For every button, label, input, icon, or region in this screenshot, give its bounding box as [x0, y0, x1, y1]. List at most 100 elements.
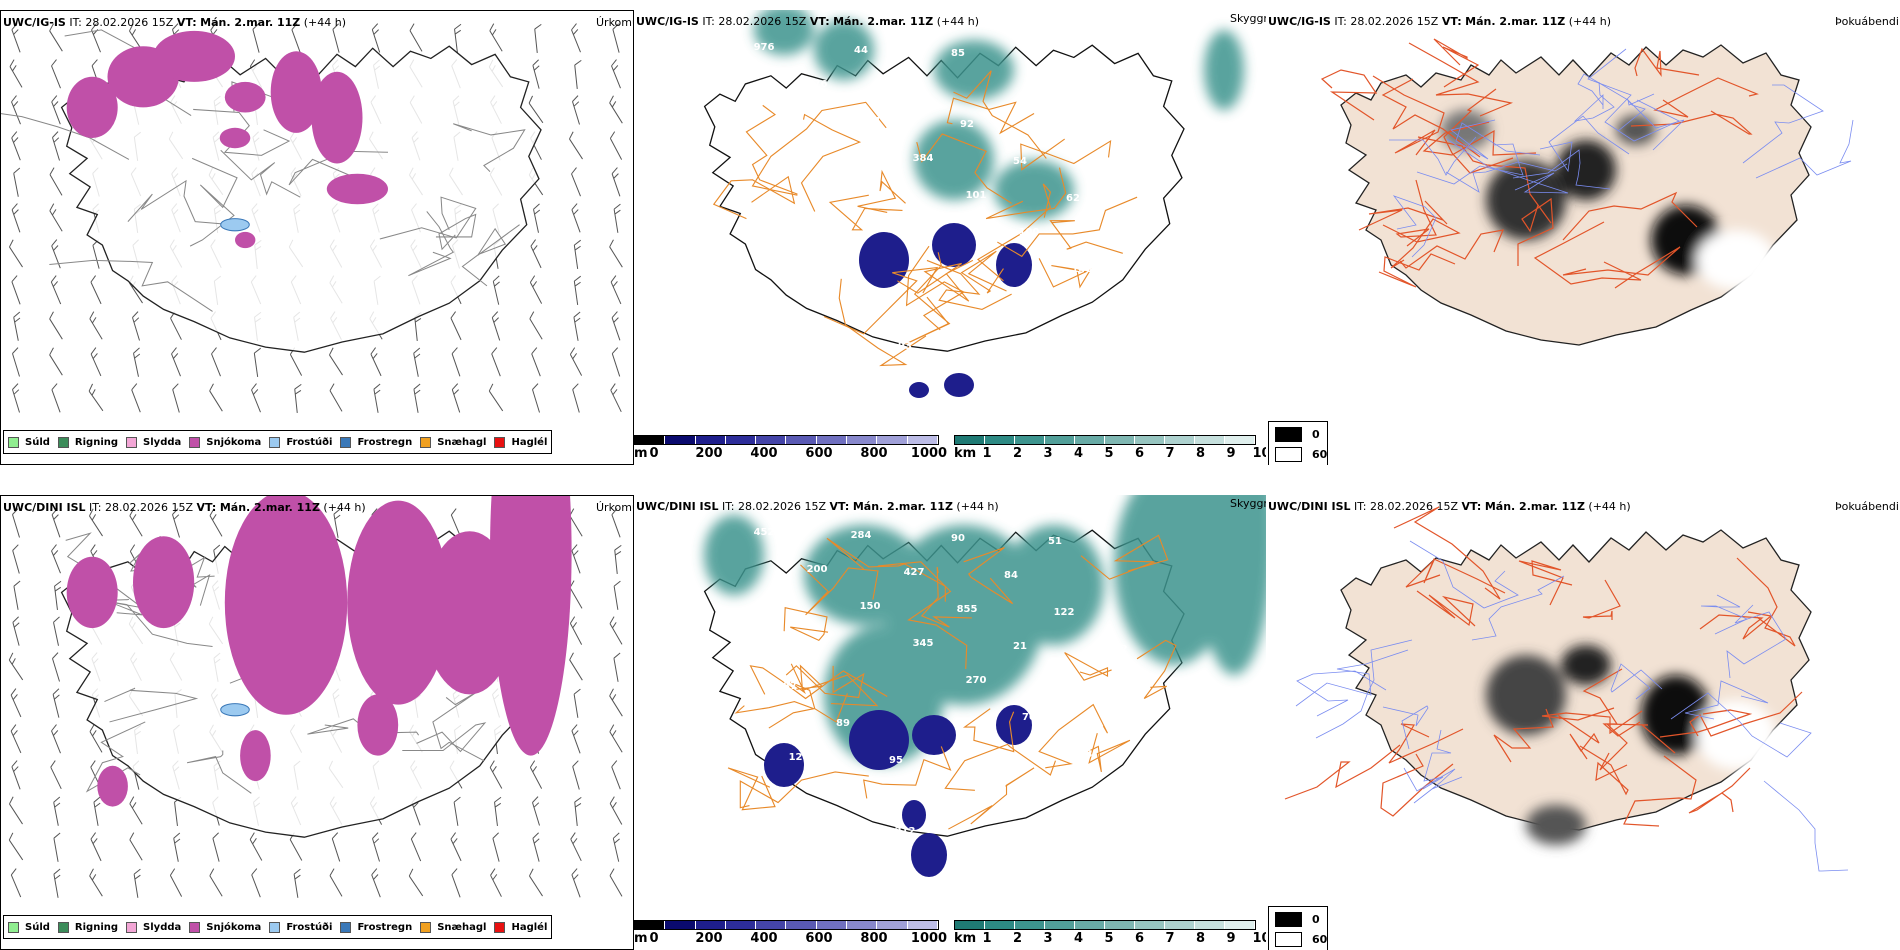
- colorbar-unit: km: [954, 446, 977, 461]
- legend-swatch: [340, 436, 352, 448]
- visibility-value: 163: [1072, 749, 1093, 760]
- precip-legend: Súld Rigning Slydda Snjókoma Frostúði Frostre…: [3, 430, 553, 454]
- visibility-value: 95: [889, 755, 903, 766]
- panel-visibility-2[interactable]: UWC/DINI ISL IT: 28.02.2026 15Z VT: Mán.…: [634, 495, 1266, 950]
- fog-legend-label: 0: [1312, 428, 1320, 441]
- colorbar-tick: 9: [1226, 446, 1236, 461]
- valid-time: Mán. 2.mar. 11Z: [833, 15, 934, 28]
- panel-precip-1[interactable]: UWC/IG-IS IT: 28.02.2026 15Z VT: Mán. 2.…: [0, 10, 634, 465]
- fog-map[interactable]: [1266, 495, 1900, 950]
- colorbar-tick: 7: [1165, 931, 1175, 946]
- fog-map[interactable]: [1266, 10, 1900, 465]
- legend-swatch: [420, 436, 432, 448]
- legend-label: Snæhagl: [437, 436, 487, 448]
- panel-title: Þokuábendi: [1835, 15, 1899, 28]
- visibility-value: 216: [1125, 786, 1146, 797]
- fog-legend-swatch: [1275, 912, 1302, 927]
- colorbar-tick: 10: [1252, 446, 1266, 461]
- model-name: UWC/IG-IS: [1268, 15, 1331, 28]
- precip-map[interactable]: [1, 496, 634, 950]
- visibility-value: 57: [1119, 230, 1133, 241]
- legend-label: Súld: [25, 436, 50, 448]
- colorbar-unit: km: [954, 931, 977, 946]
- colorbar-tick: 5: [1104, 931, 1114, 946]
- lead-time: (+44 h): [936, 15, 979, 28]
- colorbar-tick: 10: [1252, 931, 1266, 946]
- colorbar-tick: 4: [1073, 446, 1084, 461]
- legend-swatch: [126, 921, 138, 933]
- visibility-value: 65: [907, 82, 921, 93]
- colorbar-tick: 1000: [910, 931, 948, 946]
- legend-swatch: [494, 921, 506, 933]
- visibility-value: 62: [1066, 193, 1080, 204]
- legend-label: Slydda: [143, 921, 182, 933]
- valid-time: Mán. 2.mar. 11Z: [852, 500, 953, 513]
- panel-header: UWC/DINI ISL IT: 28.02.2026 15Z VT: Mán.…: [636, 500, 999, 513]
- visibility-value: 427: [904, 567, 925, 578]
- visibility-value: 238: [842, 789, 863, 800]
- visibility-value: 85: [951, 48, 965, 59]
- visibility-map[interactable]: 9761762643841011001482825344659254625795…: [634, 10, 1266, 465]
- legend-swatch: [189, 436, 201, 448]
- lead-time: (+44 h): [303, 16, 346, 29]
- colorbar-tick: 9: [1226, 931, 1236, 946]
- legend-item: Frostregn: [340, 921, 412, 933]
- colorbar-tick: 800: [860, 446, 888, 461]
- colorbar-tick: 2: [1012, 931, 1023, 946]
- visibility-value: 328: [1063, 678, 1084, 689]
- colorbar-unit: m: [634, 931, 648, 946]
- colorbar-tick: 2: [1012, 446, 1023, 461]
- legend-item: Rigning: [57, 436, 119, 448]
- legend-label: Súld: [25, 921, 50, 933]
- colorbar-tick: 400: [750, 931, 778, 946]
- precip-legend: Súld Rigning Slydda Snjókoma Frostúði Frostre…: [3, 915, 553, 939]
- issue-time: IT: 28.02.2026 15Z: [702, 15, 807, 28]
- legend-label: Haglél: [511, 921, 548, 933]
- legend-label: Rigning: [74, 436, 119, 448]
- panel-fog-1[interactable]: UWC/IG-IS IT: 28.02.2026 15Z VT: Mán. 2.…: [1266, 10, 1900, 465]
- colorbar-tick: 0: [649, 446, 659, 461]
- valid-label: VT:: [176, 16, 197, 29]
- fog-legend-label: 60: [1312, 933, 1328, 946]
- legend-label: Snæhagl: [437, 921, 487, 933]
- colorbar-tick: 200: [695, 446, 723, 461]
- legend-item: Haglél: [494, 921, 548, 933]
- issue-time: IT: 28.02.2026 15Z: [69, 16, 174, 29]
- visibility-value: 13: [845, 304, 859, 315]
- visibility-value: 855: [957, 604, 978, 615]
- visibility-value: 89: [836, 718, 850, 729]
- legend-item: Slydda: [126, 921, 182, 933]
- issue-time: IT: 28.02.2026 15Z: [89, 501, 194, 514]
- colorbar-tick: 200: [695, 931, 723, 946]
- legend-swatch: [126, 436, 138, 448]
- panel-precip-2[interactable]: UWC/DINI ISL IT: 28.02.2026 15Z VT: Mán.…: [0, 495, 634, 950]
- visibility-value: 150: [860, 601, 881, 612]
- colorbar-tick: 1: [982, 931, 992, 946]
- visibility-value: 452: [754, 527, 775, 538]
- visibility-value: 92: [960, 119, 974, 130]
- visibility-value: 54: [1013, 156, 1027, 167]
- colorbar-tick: 600: [805, 446, 833, 461]
- visibility-map[interactable]: 4522001503452707016321621428442785521328…: [634, 495, 1266, 950]
- colorbar-strip: [634, 435, 939, 445]
- legend-swatch: [8, 921, 19, 933]
- precip-map[interactable]: [1, 11, 634, 465]
- colorbar-km: km 1 2 3 4 5 6 7 8 9 10: [954, 435, 1266, 461]
- colorbar-km: km 1 2 3 4 5 6 7 8 9 10: [954, 920, 1266, 946]
- colorbar-labels: m 0 200 400 600 800 1000: [634, 930, 947, 946]
- colorbar-tick: 6: [1134, 446, 1145, 461]
- panel-visibility-1[interactable]: UWC/IG-IS IT: 28.02.2026 15Z VT: Mán. 2.…: [634, 10, 1266, 465]
- legend-item: Rigning: [57, 921, 118, 933]
- valid-time: Mán. 2.mar. 11Z: [1484, 500, 1585, 513]
- visibility-value: 122: [1054, 607, 1075, 618]
- fog-legend-swatch: [1275, 427, 1302, 442]
- visibility-value: 129: [789, 752, 810, 763]
- panel-fog-2[interactable]: UWC/DINI ISL IT: 28.02.2026 15Z VT: Mán.…: [1266, 495, 1900, 950]
- legend-item: Frostúði: [269, 436, 332, 448]
- visibility-value: 44: [854, 45, 868, 56]
- legend-item: Slydda: [126, 436, 181, 448]
- legend-label: Frostregn: [357, 436, 413, 448]
- model-name: UWC/IG-IS: [636, 15, 699, 28]
- legend-label: Snjókoma: [206, 921, 262, 933]
- visibility-value: 51: [1048, 536, 1062, 547]
